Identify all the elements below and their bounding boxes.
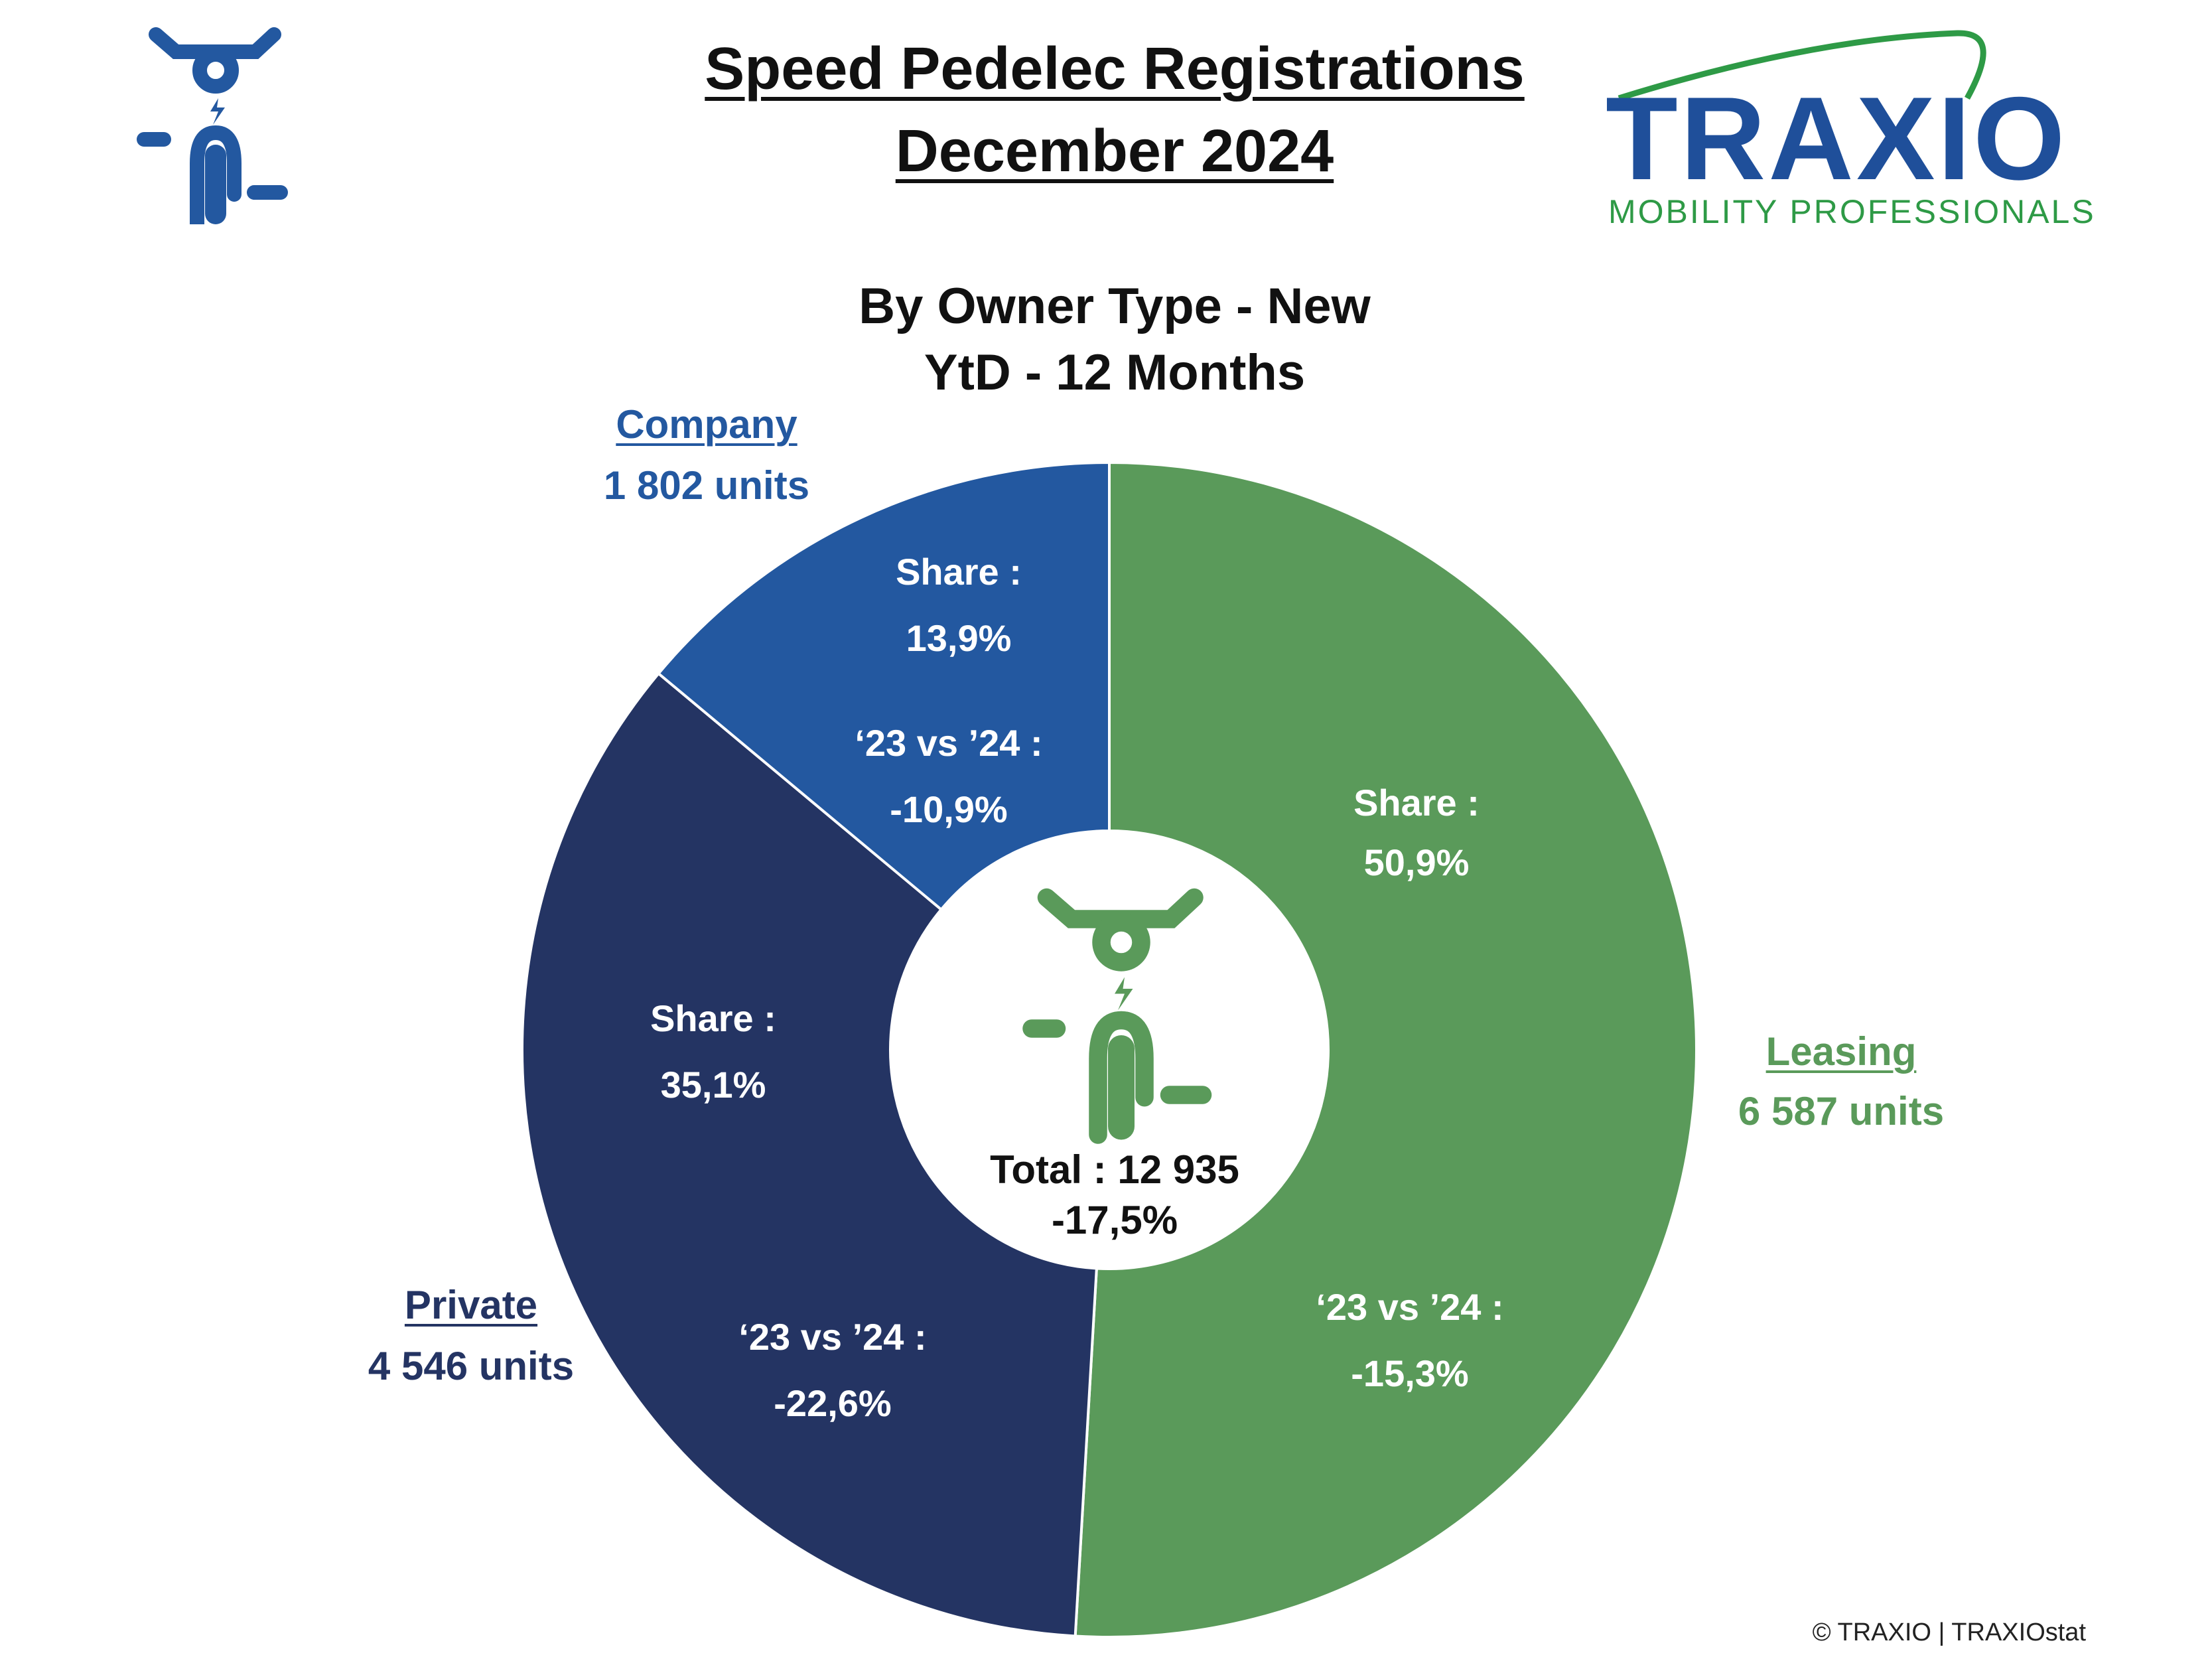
pie-slice-leasing (1073, 461, 1698, 1638)
category-units-leasing: 6 587 units (1738, 1089, 1945, 1133)
pie-slice-private (521, 672, 1098, 1638)
speed-pedelec-rider-icon (1022, 888, 1212, 1144)
change-label-company: ‘23 vs ’24 : -10,9% (809, 710, 1088, 843)
change-title-private: ‘23 vs ’24 : (738, 1316, 927, 1358)
category-label-private: Private 4 546 units (299, 1277, 644, 1400)
share-title-leasing: Share : (1353, 782, 1480, 824)
change-value-company: -10,9% (890, 788, 1008, 830)
share-label-leasing: Share : 50,9% (1277, 773, 1556, 893)
category-name-company: Company (616, 402, 797, 447)
share-value-company: 13,9% (906, 617, 1012, 659)
share-value-leasing: 50,9% (1363, 841, 1470, 883)
logo-text: TRAXIO (1606, 72, 2067, 204)
chart-title: Speed Pedelec Registrations December 202… (551, 28, 1679, 192)
logo-tagline: MOBILITY PROFESSIONALS (1608, 193, 2096, 230)
title-line-1: Speed Pedelec Registrations (705, 36, 1525, 102)
change-value-leasing: -15,3% (1351, 1352, 1469, 1394)
copyright-text: © TRAXIO | TRAXIOstat (1812, 1619, 2086, 1646)
change-label-leasing: ‘23 vs ’24 : -15,3% (1271, 1274, 1549, 1407)
category-label-company: Company 1 802 units (534, 397, 879, 519)
title-line-2: December 2024 (895, 118, 1334, 184)
subtitle-line-1: By Owner Type - New (859, 278, 1371, 334)
speed-pedelec-rider-icon (137, 27, 288, 224)
change-label-private: ‘23 vs ’24 : -22,6% (693, 1304, 972, 1437)
traxio-logo: TRAXIO MOBILITY PROFESSIONALS (1606, 30, 2096, 230)
total-value: Total : 12 935 (990, 1147, 1239, 1192)
share-label-private: Share : 35,1% (574, 985, 853, 1118)
total-label: Total : 12 935 -17,5% (916, 1145, 1314, 1246)
share-value-private: 35,1% (660, 1064, 766, 1106)
category-name-leasing: Leasing (1765, 1029, 1917, 1074)
share-label-company: Share : 13,9% (819, 539, 1098, 672)
category-name-private: Private (404, 1283, 538, 1327)
change-value-private: -22,6% (774, 1382, 892, 1424)
change-title-leasing: ‘23 vs ’24 : (1316, 1286, 1504, 1328)
change-title-company: ‘23 vs ’24 : (855, 722, 1043, 764)
category-units-company: 1 802 units (603, 463, 810, 508)
subtitle-line-2: YtD - 12 Months (924, 344, 1306, 401)
total-change: -17,5% (1051, 1198, 1178, 1242)
chart-subtitle: By Owner Type - New YtD - 12 Months (717, 273, 1513, 406)
share-title-company: Share : (896, 551, 1022, 593)
category-label-leasing: Leasing 6 587 units (1669, 1025, 2014, 1145)
share-title-private: Share : (650, 997, 776, 1039)
category-units-private: 4 546 units (368, 1344, 575, 1388)
pie-slice-company (656, 461, 1111, 912)
